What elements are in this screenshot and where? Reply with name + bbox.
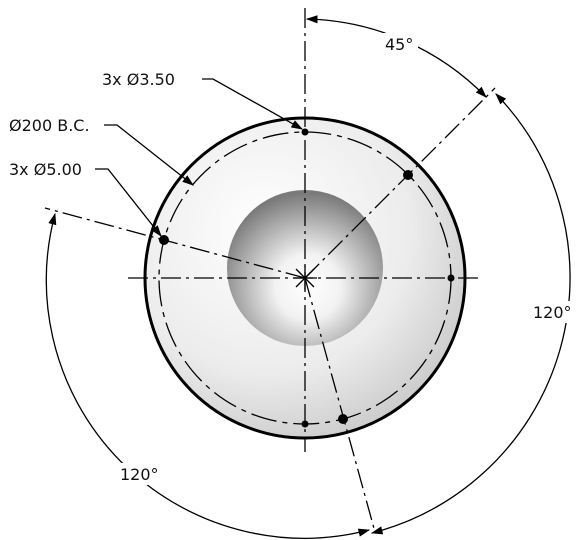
angle-label-120-left: 120° (120, 465, 159, 484)
angle-label-45: 45° (385, 35, 413, 54)
leader-bolt-circle (104, 124, 194, 186)
angle-arc-120-right (370, 93, 571, 535)
small-hole-bottom (301, 420, 309, 428)
label-large-holes: 3x Ø5.00 (9, 160, 82, 179)
large-hole-45 (403, 170, 413, 180)
small-hole-top (301, 128, 309, 136)
small-hole-right (447, 274, 455, 282)
large-hole-165 (159, 235, 169, 245)
angle-arc-45 (305, 15, 487, 98)
angle-label-120-right: 120° (533, 303, 572, 322)
angle-arc-120-left (45, 212, 371, 539)
large-hole-285 (338, 414, 348, 424)
leader-small-holes (202, 78, 304, 130)
label-small-holes: 3x Ø3.50 (102, 70, 175, 89)
leader-large-holes (95, 168, 162, 237)
label-bolt-circle: Ø200 B.C. (9, 116, 90, 135)
